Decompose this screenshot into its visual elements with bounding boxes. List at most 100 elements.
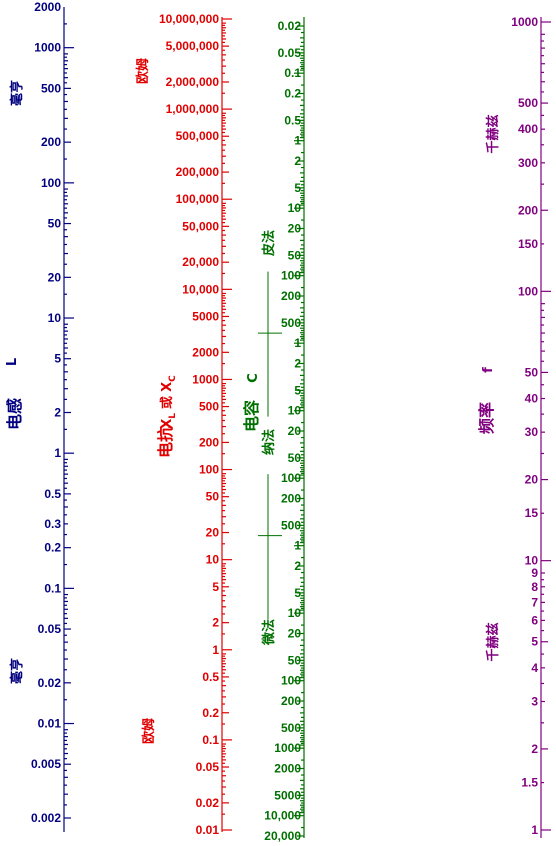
capacitance-tick-label: 500 (281, 316, 301, 330)
frequency-symbol: f (481, 367, 496, 373)
capacitance-tick-label: 0.05 (278, 46, 302, 60)
reactance-tick-label: 10,000 (182, 282, 219, 296)
capacitance-tick-label: 100 (281, 674, 301, 688)
capacitance-tick-label: 5000 (274, 788, 301, 802)
inductance-tick-label: 0.1 (44, 581, 61, 595)
inductance-tick-label: 0.05 (38, 622, 62, 636)
reactance-tick-label: 2000 (192, 345, 219, 359)
reactance-tick-label: 500,000 (176, 129, 220, 143)
frequency-tick-label: 50 (525, 365, 539, 379)
reactance-title: 电抗 (156, 426, 175, 458)
frequency-tick-label: 7 (531, 595, 538, 609)
inductance-symbol: L (5, 358, 20, 366)
capacitance-tick-label: 1000 (274, 741, 301, 755)
inductance-tick-label: 20 (48, 270, 62, 284)
inductance-tick-label: 5 (54, 352, 61, 366)
frequency-tick-label: 300 (518, 156, 538, 170)
capacitance-tick-label: 2 (294, 559, 301, 573)
frequency-titles: 千赫兹 f 频率 千赫兹 (477, 114, 501, 661)
capacitance-tick-label: 5 (294, 181, 301, 195)
inductance-tick-label: 1000 (34, 41, 61, 55)
capacitance-tick-label: 0.2 (284, 87, 301, 101)
labels-layer: 200010005002001005020105210.50.30.20.10.… (31, 0, 538, 843)
inductance-tick-label: 10 (48, 311, 62, 325)
reactance-tick-label: 0.1 (202, 733, 219, 747)
frequency-title: 频率 (477, 402, 496, 434)
inductance-tick-label: 0.2 (44, 541, 61, 555)
frequency-tick-label: 3 (531, 694, 538, 708)
inductance-tick-label: 0.005 (31, 757, 61, 771)
frequency-unit-bottom: 千赫兹 (485, 622, 501, 661)
inductance-tick-label: 1 (54, 446, 61, 460)
reactance-unit-bottom: 欧姆 (141, 718, 157, 744)
frequency-tick-label: 8 (531, 580, 538, 594)
reactance-tick-label: 5000 (192, 309, 219, 323)
reactance-symbol: XL或XC (159, 375, 178, 429)
capacitance-tick-label: 200 (281, 492, 301, 506)
reactance-tick-label: 100 (199, 463, 219, 477)
capacitance-tick-label: 0.1 (284, 66, 301, 80)
frequency-tick-label: 200 (518, 203, 538, 217)
frequency-tick-label: 20 (525, 473, 539, 487)
ticks-layer (63, 7, 551, 838)
frequency-tick-label: 6 (531, 613, 538, 627)
frequency-tick-label: 500 (518, 96, 538, 110)
inductance-titles: 毫亨 L 电感 毫亨 (5, 80, 25, 684)
frequency-tick-label: 1 (531, 823, 538, 837)
capacitance-tick-label: 20 (288, 424, 302, 438)
reactance-tick-label: 20 (206, 526, 220, 540)
capacitance-unit-separators (258, 271, 282, 620)
capacitance-tick-label: 10 (288, 404, 302, 418)
reactance-tick-label: 0.01 (196, 823, 220, 837)
frequency-tick-label: 9 (531, 566, 538, 580)
reactance-tick-label: 0.5 (202, 670, 219, 684)
capacitance-tick-label: 1 (294, 336, 301, 350)
inductance-tick-label: 0.5 (44, 487, 61, 501)
capacitance-tick-label: 2 (294, 154, 301, 168)
inductance-tick-label: 2 (54, 406, 61, 420)
capacitance-tick-label: 10 (288, 606, 302, 620)
capacitance-tick-label: 500 (281, 721, 301, 735)
frequency-tick-label: 15 (525, 506, 539, 520)
inductance-unit-bottom: 毫亨 (9, 658, 25, 684)
capacitance-tick-label: 5 (294, 383, 301, 397)
reactance-tick-label: 5 (212, 580, 219, 594)
inductance-tick-labels: 2000 1000 500 200 100 50 20 10 5 2 1 0.5 0.3 0.2 0.1 0.… (31, 0, 61, 825)
capacitance-tick-label: 200 (281, 289, 301, 303)
capacitance-tick-label: 0.5 (284, 113, 301, 127)
capacitance-tick-label: 100 (281, 269, 301, 283)
reactance-unit-top: 欧姆 (135, 58, 151, 84)
capacitance-tick-label: 10,000 (264, 809, 301, 823)
reactance-tick-label: 20,000 (182, 255, 219, 269)
capacitance-tick-label: 1 (294, 539, 301, 553)
capacitance-tick-label: 10 (288, 201, 302, 215)
inductance-tick-label: 100 (41, 176, 61, 190)
reactance-tick-label: 200 (199, 435, 219, 449)
reactance-tick-label: 50 (206, 490, 220, 504)
inductance-tick-label: 500 (41, 81, 61, 95)
frequency-tick-label: 100 (518, 284, 538, 298)
capacitance-tick-label: 0.02 (278, 19, 302, 33)
capacitance-tick-label: 2 (294, 357, 301, 371)
reactance-tick-label: 1,000,000 (166, 102, 220, 116)
capacitance-tick-label: 500 (281, 518, 301, 532)
capacitance-unit-uf: 微法 (261, 619, 277, 646)
frequency-tick-label: 10 (525, 554, 539, 568)
capacitance-tick-label: 50 (288, 653, 302, 667)
reactance-tick-label: 5,000,000 (166, 39, 220, 53)
frequency-tick-label: 40 (525, 392, 539, 406)
frequency-tick-label: 400 (518, 122, 538, 136)
reactance-tick-label: 2,000,000 (166, 75, 220, 89)
capacitance-tick-label: 200 (281, 694, 301, 708)
inductance-tick-label: 200 (41, 135, 61, 149)
capacitance-titles: 皮法 C 电容 纳法 微法 (242, 230, 277, 646)
capacitance-tick-label: 20,000 (264, 829, 301, 843)
reactance-tick-label: 0.2 (202, 706, 219, 720)
capacitance-scale (294, 17, 305, 838)
reactance-tick-labels: 10,000,0005,000,0002,000,0001,000,000500… (159, 12, 219, 837)
frequency-tick-label: 30 (525, 425, 539, 439)
reactance-tick-label: 10 (206, 553, 220, 567)
reactance-titles: 欧姆 XL或XC 电抗 欧姆 (135, 58, 178, 744)
